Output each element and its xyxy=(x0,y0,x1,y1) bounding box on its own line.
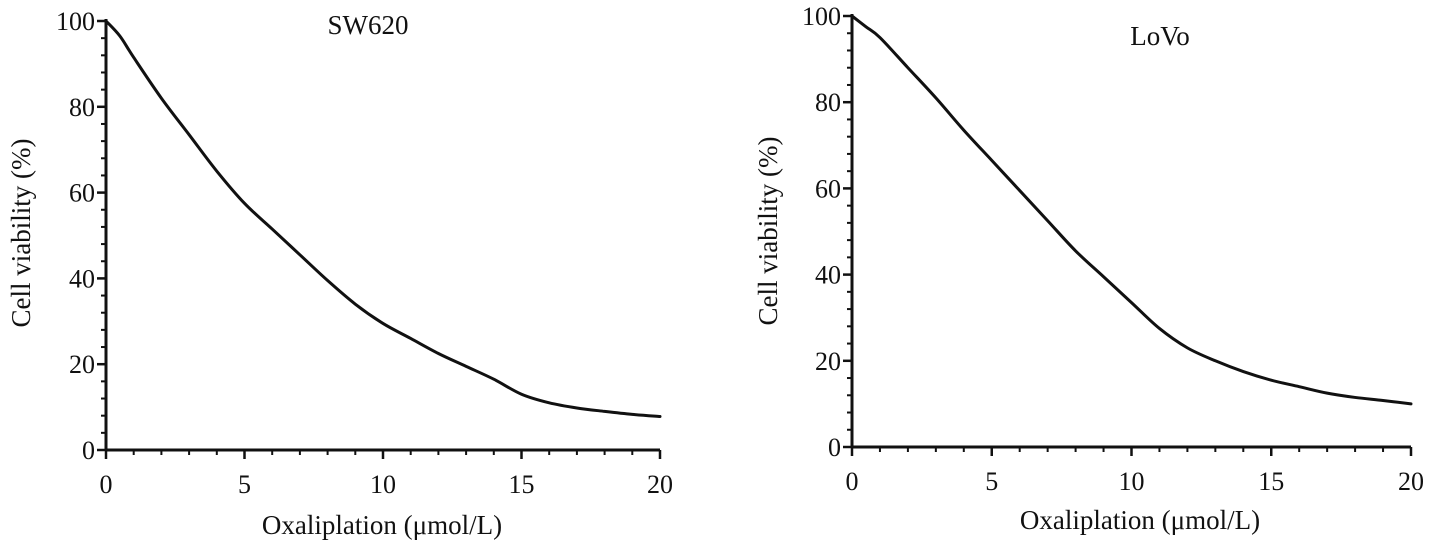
y-tick-label: 60 xyxy=(69,179,95,208)
x-tick-label: 5 xyxy=(985,467,998,496)
y-tick-label: 0 xyxy=(828,433,841,462)
x-tick-label: 10 xyxy=(1119,467,1145,496)
x-tick-label: 20 xyxy=(1398,467,1424,496)
y-tick-label: 0 xyxy=(82,436,95,465)
x-axis-title: Oxaliplation (μmol/L) xyxy=(1020,505,1260,535)
x-tick-label: 15 xyxy=(1258,467,1284,496)
y-tick-label: 100 xyxy=(56,7,95,36)
chart-title: LoVo xyxy=(1130,21,1190,51)
x-tick-label: 5 xyxy=(238,470,251,499)
chart-panel-1: 0 20 40 60 80 100 0 5 10 15 20 LoVo Oxaliplation (μm… xyxy=(753,2,1424,535)
y-tick-label: 80 xyxy=(815,88,841,117)
y-tick-label: 40 xyxy=(815,261,841,290)
y-tick-label: 40 xyxy=(69,264,95,293)
y-tick-label: 100 xyxy=(802,2,841,31)
chart-panel-0: 0 20 40 60 80 100 0 5 10 15 20 SW620 Oxaliplation (μ… xyxy=(6,7,673,540)
x-tick-label: 0 xyxy=(846,467,859,496)
x-tick-label: 20 xyxy=(647,470,673,499)
x-tick-label: 15 xyxy=(509,470,535,499)
y-tick-label: 80 xyxy=(69,93,95,122)
x-tick-label: 0 xyxy=(100,470,113,499)
x-tick-label: 10 xyxy=(370,470,396,499)
series-line-0 xyxy=(104,19,662,419)
series-line-0 xyxy=(850,14,1413,406)
x-axis-title: Oxaliplation (μmol/L) xyxy=(262,510,502,540)
y-axis-title: Cell viability (%) xyxy=(6,139,36,328)
chart-title: SW620 xyxy=(328,10,409,40)
y-axis-title: Cell viability (%) xyxy=(753,137,783,326)
y-tick-label: 20 xyxy=(69,350,95,379)
y-tick-label: 60 xyxy=(815,174,841,203)
y-tick-label: 20 xyxy=(815,347,841,376)
